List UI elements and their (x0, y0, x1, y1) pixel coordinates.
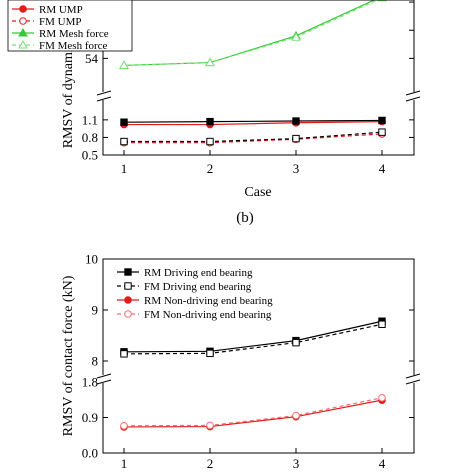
chart-b-legend-label: RM Driving end bearing (144, 267, 253, 279)
chart-a-y-tick-label: 54 (85, 51, 99, 66)
contact-force-chart: 8 9 10 0.0 0.9 1.8 1 2 3 4 RMSV of contact force … (61, 252, 421, 471)
chart-a-x-tick-label: 3 (293, 161, 300, 176)
chart-a-axis-break (96, 90, 421, 102)
chart-b-legend-marker (124, 268, 132, 276)
chart-b-y-tick-label: 0.0 (82, 446, 98, 461)
chart-a-legend-marker (18, 27, 28, 37)
chart-a-plot-frame (102, 0, 415, 156)
chart-b-series-line (123, 323, 383, 355)
chart-a-x-tick-label: 2 (207, 161, 214, 176)
chart-a-series-line (123, 0, 376, 66)
chart-a-series (119, 0, 387, 147)
chart-a-y-tick-label: 1.1 (82, 112, 98, 127)
chart-b-y-axis-title: RMSV of contact force (kN) (61, 275, 76, 436)
chart-a-data-point (378, 128, 386, 136)
chart-b-x-tick-label: 4 (379, 456, 386, 471)
chart-a-x-tick-label: 1 (121, 161, 128, 176)
chart-a-legend-marker (19, 5, 27, 13)
chart-a-series-line (124, 133, 383, 144)
chart-b-y-tick-label: 1.8 (82, 375, 98, 390)
chart-a-data-point (120, 118, 128, 126)
chart-b-x-tick-label: 2 (207, 456, 214, 471)
chart-b-data-point (378, 393, 386, 402)
chart-a-data-point (206, 137, 214, 146)
chart-b-axis-break (96, 373, 421, 385)
chart-b-y-tick-label: 10 (85, 252, 98, 267)
chart-a-legend-marker (18, 39, 28, 49)
chart-b-plot-frame (102, 258, 415, 454)
chart-b-legend-marker (124, 282, 132, 290)
chart-a-series-line (123, 119, 383, 123)
chart-a-data-point (291, 32, 301, 41)
chart-b-legend-label: FM Non-driving end bearing (144, 309, 272, 321)
chart-a-y-tick-label: 0.5 (82, 148, 98, 163)
chart-b-series-line (123, 320, 383, 353)
chart-a-data-point (292, 134, 300, 143)
chart-a-series-line (123, 0, 379, 66)
chart-a-x-axis-title: Case (244, 185, 271, 200)
chart-b-legend-label: RM Non-driving end bearing (144, 295, 273, 307)
chart-b-data-point (206, 349, 214, 358)
chart-a-data-point (378, 116, 386, 125)
chart-b-data-point (378, 320, 386, 328)
chart-b-data-point (292, 411, 300, 420)
chart-b-legend-label: FM Driving end bearing (144, 281, 252, 293)
chart-a-legend-label: RM Mesh force (39, 28, 109, 40)
chart-b-data-point (120, 350, 128, 358)
chart-b-legend: RM Driving end bearing FM Driving end bea… (113, 263, 285, 322)
chart-b-data-point (292, 338, 300, 347)
chart-a-series-line (124, 131, 383, 143)
chart-a-legend-label: FM UMP (39, 16, 82, 28)
chart-b-legend-box (113, 263, 285, 322)
chart-a-data-point (206, 117, 214, 126)
chart-b-series (120, 317, 386, 431)
chart-a-legend-label: RM UMP (39, 4, 83, 16)
chart-a-x-tick-label: 4 (379, 161, 386, 176)
chart-a-legend-marker (19, 17, 27, 25)
chart-a-data-point (205, 57, 215, 67)
chart-b-x-tick-label: 1 (121, 456, 128, 471)
figure-caption: (b) (236, 210, 254, 226)
chart-b-x-tick-label: 3 (293, 456, 300, 471)
chart-a-series-line (124, 121, 383, 126)
chart-b-y-tick-label: 9 (92, 303, 99, 318)
chart-a-y-tick-label: 0.8 (82, 130, 98, 145)
chart-b-data-point (120, 421, 128, 430)
chart-b-data-point (206, 421, 214, 430)
chart-b-y-tick-label: 8 (92, 354, 99, 369)
chart-b-series-line (123, 397, 383, 427)
chart-a-legend-label: FM Mesh force (39, 40, 108, 52)
chart-b-legend-marker (124, 296, 132, 304)
chart-a-data-point (120, 137, 128, 146)
chart-a-data-point (292, 117, 300, 125)
chart-a-data-point (119, 60, 129, 69)
chart-b-y-tick-label: 0.9 (82, 410, 98, 425)
chart-b-legend-marker (124, 310, 132, 318)
chart-b-series-line (123, 399, 383, 428)
